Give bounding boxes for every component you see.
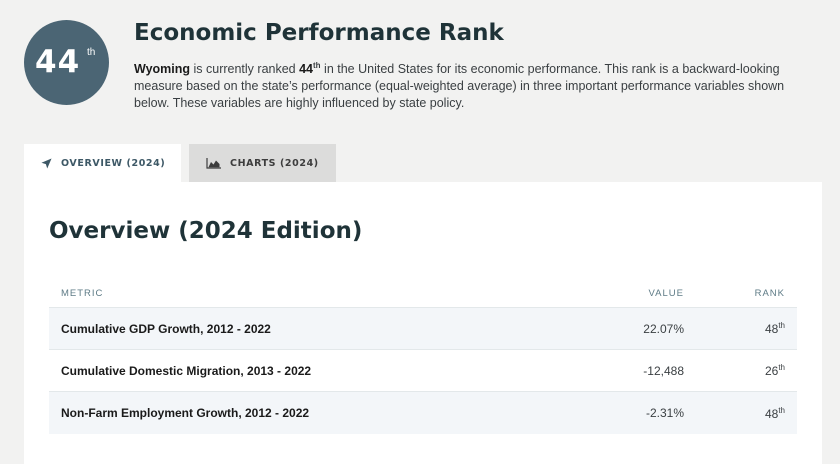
metric-rank-suffix: th: [778, 363, 785, 372]
rank-badge-number: 44: [35, 44, 81, 80]
metric-name: Cumulative GDP Growth, 2012 - 2022: [61, 321, 271, 336]
column-header-rank: Rank: [754, 287, 785, 299]
tab-charts[interactable]: Charts (2024): [189, 144, 336, 182]
navigation-arrow-icon: [41, 157, 52, 169]
metric-rank: 48th: [709, 406, 797, 421]
metric-rank-suffix: th: [778, 405, 785, 415]
table-header: Metric Value Rank: [49, 279, 797, 308]
rank-badge-suffix: th: [87, 47, 96, 58]
metric-rank-number: 48: [764, 322, 779, 336]
page-title: Economic Performance Rank: [134, 20, 504, 46]
metric-rank: 26th: [709, 363, 797, 378]
overview-panel: Overview (2024 Edition) Metric Value Ran…: [24, 182, 822, 464]
tab-bar: Overview (2024) Charts (2024): [24, 144, 336, 182]
table-row: Cumulative Domestic Migration, 2013 - 20…: [49, 350, 797, 392]
desc-rank-suffix: th: [313, 61, 321, 70]
overview-title: Overview (2024 Edition): [49, 218, 363, 244]
metrics-table: Metric Value Rank Cumulative GDP Growth,…: [49, 279, 797, 434]
metric-value: 22.07%: [643, 321, 684, 336]
tab-overview[interactable]: Overview (2024): [24, 144, 181, 182]
desc-part-2: in the United States for its economic pe…: [134, 62, 785, 111]
tab-charts-label: Charts (2024): [230, 157, 319, 169]
table-row: Cumulative GDP Growth, 2012 - 2022 22.07…: [49, 308, 797, 350]
column-header-metric: Metric: [61, 287, 104, 299]
metric-value: -2.31%: [645, 406, 684, 420]
column-header-value: Value: [648, 287, 684, 299]
metric-rank-suffix: th: [778, 321, 785, 330]
metric-rank-number: 26: [764, 364, 779, 378]
metric-name: Cumulative Domestic Migration, 2013 - 20…: [61, 363, 312, 378]
metric-name: Non-Farm Employment Growth, 2012 - 2022: [61, 406, 310, 420]
rank-description: Wyoming is currently ranked 44th in the …: [134, 57, 804, 112]
state-name: Wyoming: [134, 62, 191, 77]
desc-rank-number: 44: [299, 62, 314, 77]
desc-part-1: is currently ranked: [190, 62, 300, 77]
metric-rank-number: 48: [764, 406, 779, 421]
table-row: Non-Farm Employment Growth, 2012 - 2022 …: [49, 392, 797, 434]
rank-badge: 44 th: [24, 20, 109, 105]
area-chart-icon: [206, 157, 221, 169]
metric-value: -12,488: [643, 363, 684, 378]
tab-overview-label: Overview (2024): [61, 157, 166, 169]
metric-rank: 48th: [709, 321, 797, 336]
